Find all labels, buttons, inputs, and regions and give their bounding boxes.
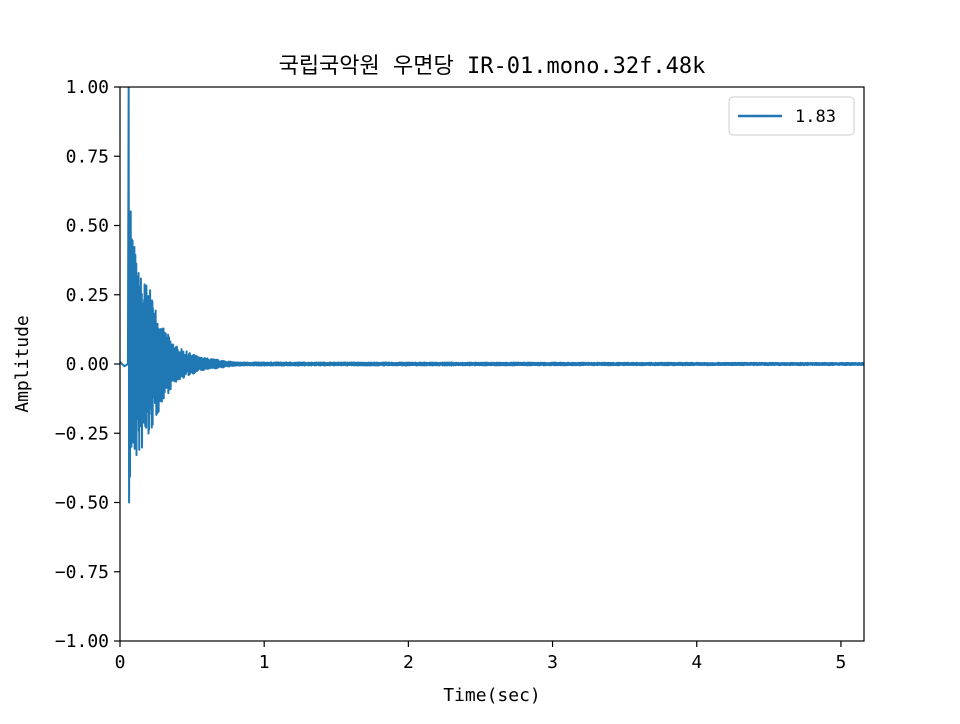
x-tick-label: 0: [115, 652, 126, 673]
series-line-1-83: [120, 87, 864, 504]
x-tick-label: 3: [547, 652, 558, 673]
x-tick-label: 2: [403, 652, 414, 673]
axis-ticks: 0 1 2 3 4 5 −1.00 −0.75 −0.50 −0.25 0.00 0.25 0.50 0.…: [55, 77, 847, 673]
chart-title: 국립국악원 우면당 IR-01.mono.32f.48k: [279, 54, 706, 79]
y-tick-label: 0.50: [66, 216, 109, 237]
legend-box: [728, 96, 855, 136]
y-tick-label: −0.75: [55, 562, 109, 583]
x-tick-label: 4: [691, 652, 702, 673]
y-tick-label: 0.00: [66, 354, 109, 375]
y-tick-label: −0.50: [55, 493, 109, 514]
legend: 1.83: [728, 96, 855, 136]
plot-area: [120, 87, 864, 504]
y-tick-label: 1.00: [66, 77, 109, 98]
y-axis-label: Amplitude: [12, 315, 33, 413]
x-tick-label: 5: [836, 652, 847, 673]
x-tick-label: 1: [259, 652, 270, 673]
y-tick-label: −0.25: [55, 423, 109, 444]
x-axis-label: Time(sec): [443, 685, 541, 706]
y-tick-label: 0.75: [66, 146, 109, 167]
y-tick-label: 0.25: [66, 285, 109, 306]
axes-frame: [119, 86, 865, 642]
legend-label: 1.83: [795, 107, 836, 127]
y-tick-label: −1.00: [55, 631, 109, 652]
